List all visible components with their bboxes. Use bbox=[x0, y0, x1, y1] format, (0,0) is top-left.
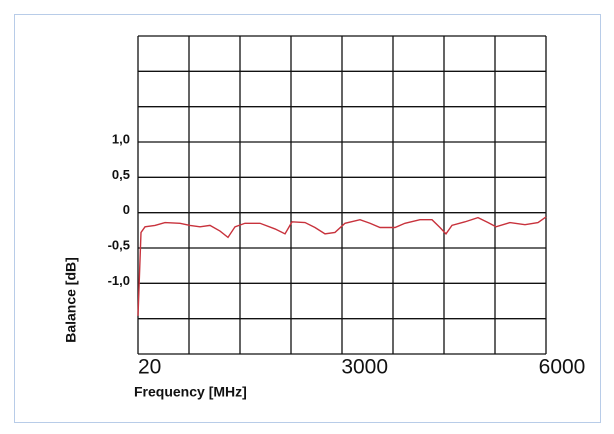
x-tick-label: 20 bbox=[138, 356, 161, 379]
frame bbox=[14, 14, 601, 423]
y-tick-label: 0 bbox=[123, 202, 130, 217]
y-axis-label: Balance [dB] bbox=[63, 257, 79, 343]
y-tick-label: 1,0 bbox=[112, 131, 130, 146]
data-line bbox=[137, 216, 547, 316]
y-tick-label: -0,5 bbox=[108, 237, 130, 252]
y-tick-label: -1,0 bbox=[108, 273, 130, 288]
y-tick-label: 0,5 bbox=[112, 167, 130, 182]
x-tick-label: 6000 bbox=[539, 356, 586, 379]
x-axis-label: Frequency [MHz] bbox=[134, 384, 247, 400]
x-tick-label: 3000 bbox=[341, 356, 388, 379]
